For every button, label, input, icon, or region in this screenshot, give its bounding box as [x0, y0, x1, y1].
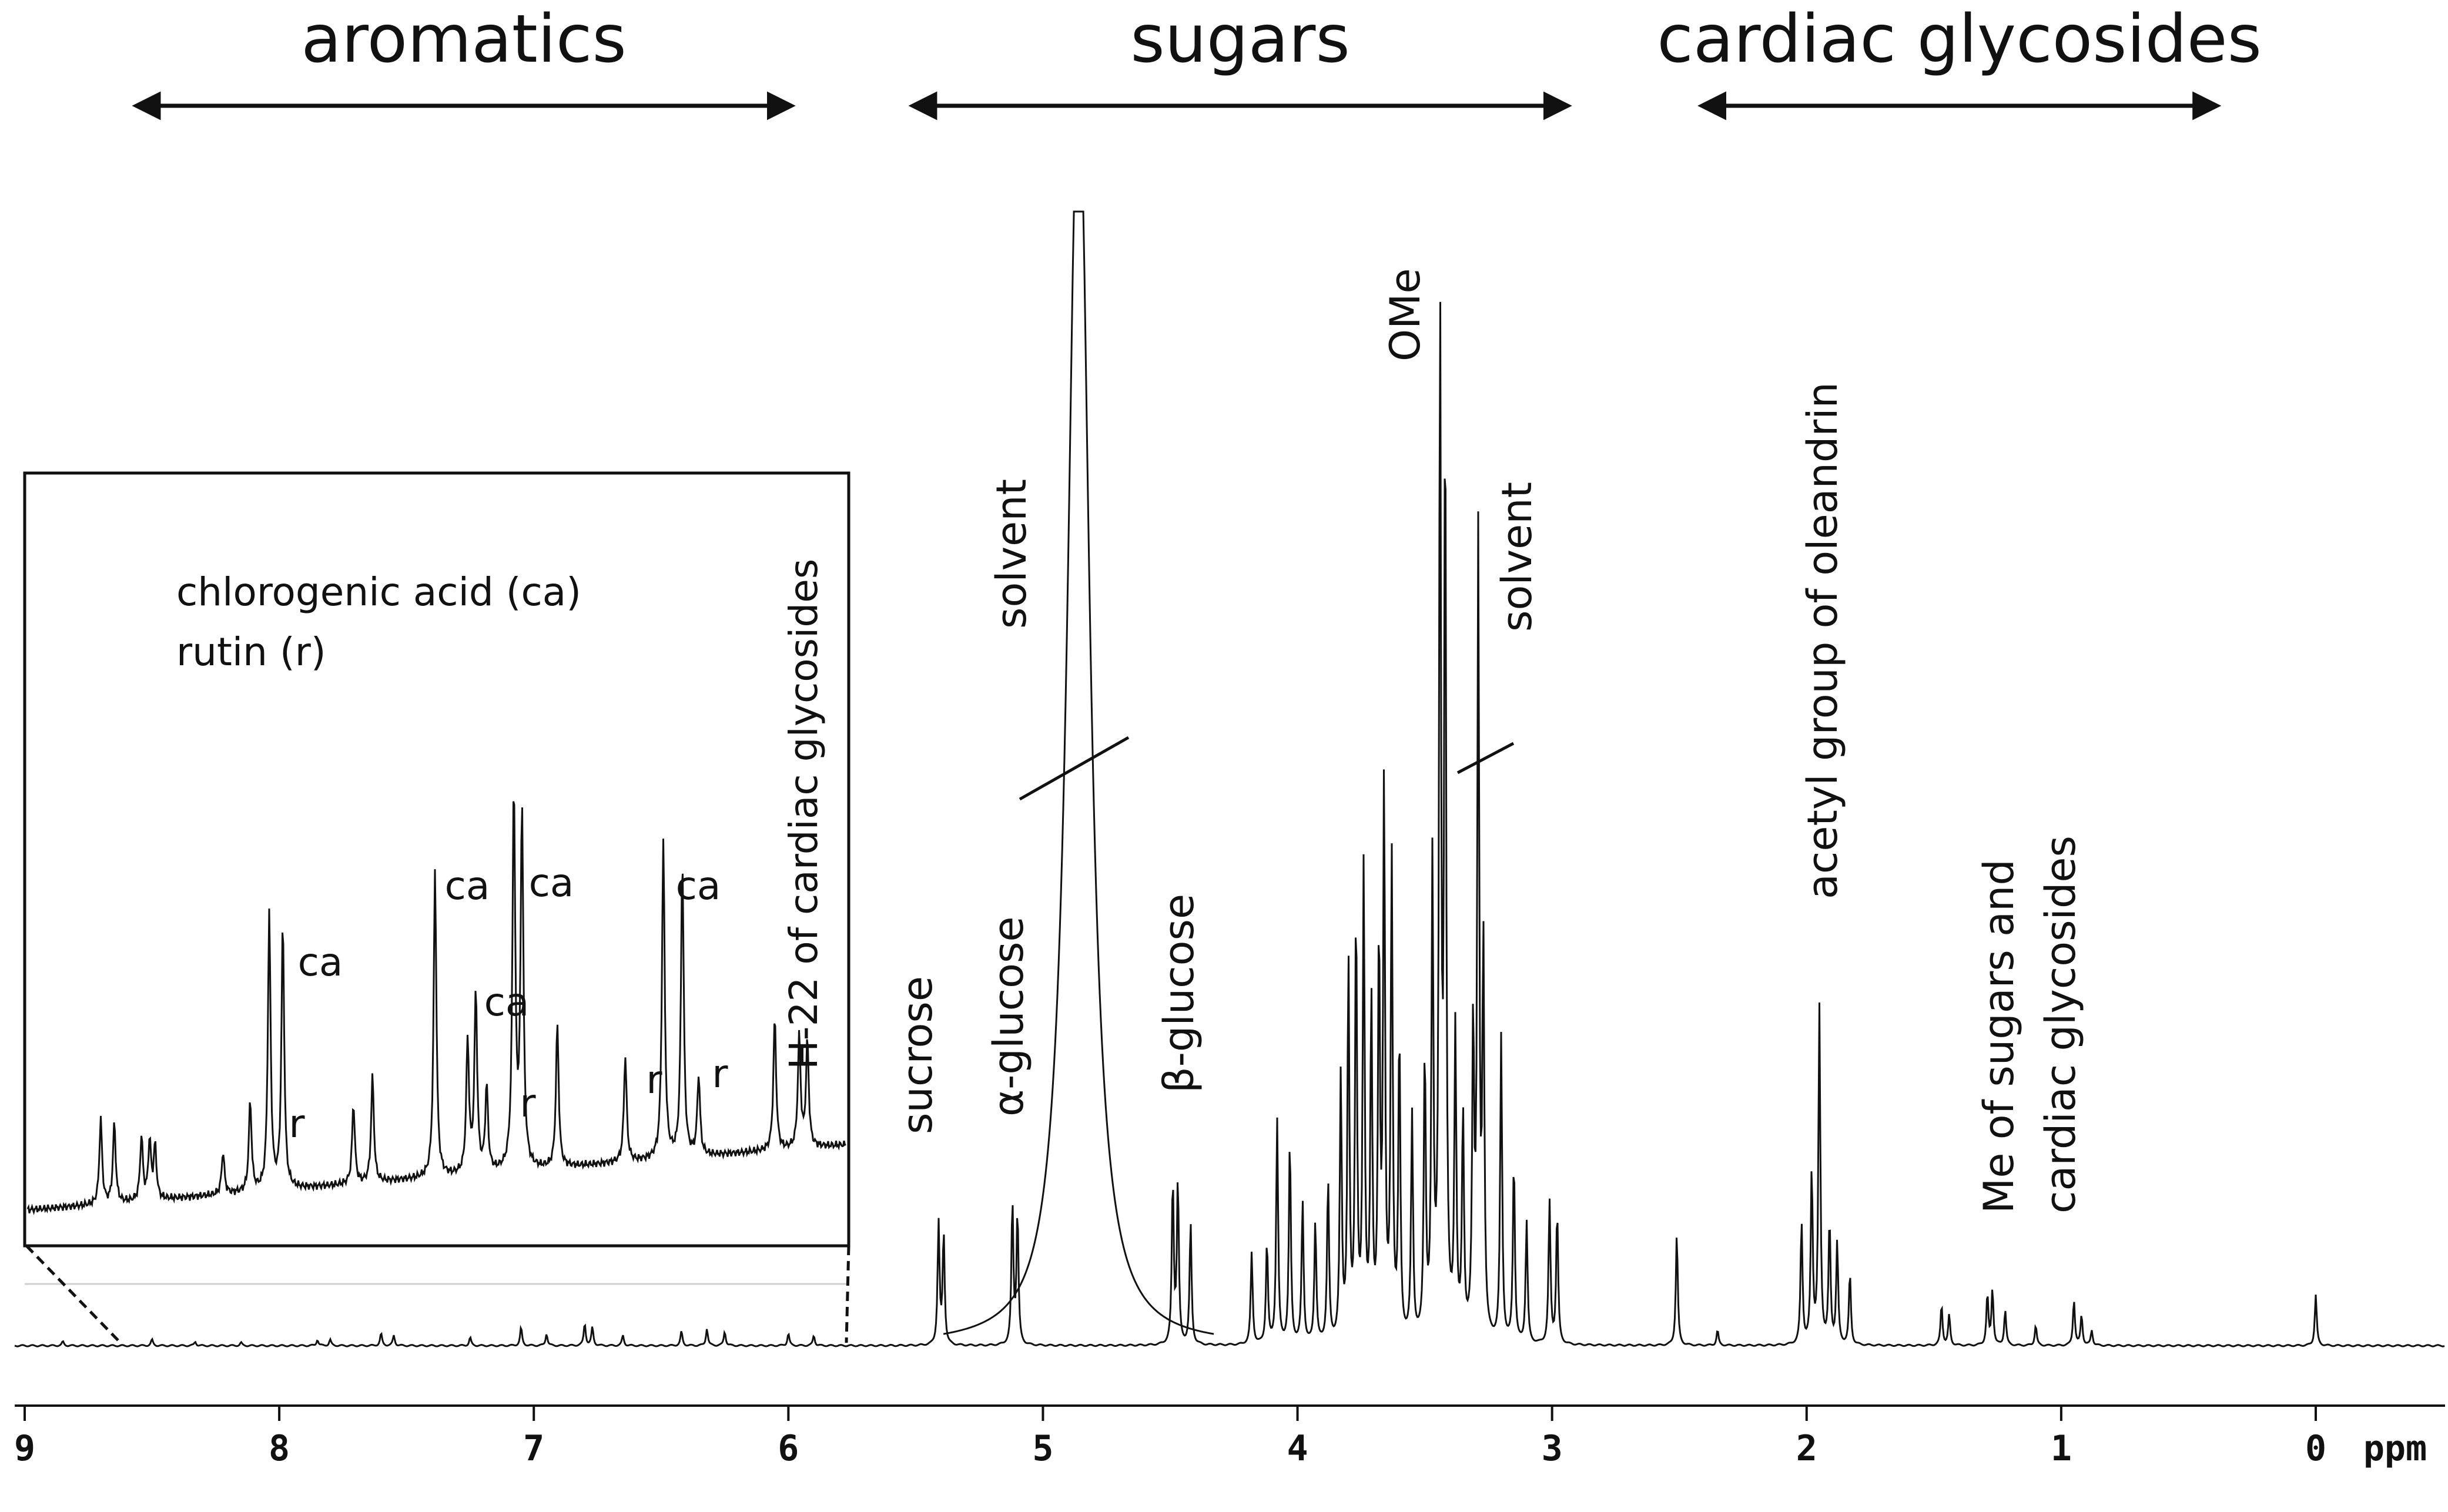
inset-peak-label: ca	[445, 863, 490, 908]
solvent-peak-trace	[943, 210, 1214, 1335]
zoom-connector-left	[25, 1245, 122, 1344]
x-tick-label: 8	[269, 1428, 290, 1469]
peak-annotation: β-glucose	[1155, 894, 1203, 1093]
inset-peak-label: r	[646, 1057, 662, 1102]
break-mark-1	[1019, 736, 1130, 801]
inset-peak-label: r	[712, 1051, 728, 1097]
x-tick-label: 9	[14, 1428, 35, 1469]
peak-annotation: cardiac glycosides	[2037, 836, 2085, 1213]
spectrum-trace	[14, 301, 2445, 1347]
x-tick-label: 1	[2051, 1428, 2072, 1469]
inset-peak-label: r	[289, 1101, 305, 1146]
inset-peak-label: ca	[298, 940, 343, 985]
peak-annotations: sucrose α-glucose solvent β-glucose OMe solve…	[893, 268, 2085, 1213]
x-tick-label: 7	[523, 1428, 544, 1469]
inset-peak-label: ca	[676, 863, 721, 908]
x-tick-label: 4	[1287, 1428, 1308, 1469]
inset-vertical-label: H-22 of cardiac glycosides	[781, 559, 826, 1070]
x-tick-label: 2	[1796, 1428, 1817, 1469]
peak-annotation: solvent	[987, 479, 1036, 629]
inset-legend-ca: chlorogenic acid (ca)	[176, 569, 581, 615]
x-tick-label: 5	[1032, 1428, 1053, 1469]
peak-annotation: acetyl group of oleandrin	[1799, 382, 1847, 899]
peak-annotation: OMe	[1381, 268, 1429, 361]
x-axis-unit: ppm	[2363, 1428, 2427, 1469]
inset-peak-label: ca	[529, 860, 574, 906]
inset-peak-label: r	[520, 1081, 536, 1126]
peak-annotation: α-glucose	[984, 917, 1033, 1117]
peak-annotation: sucrose	[893, 976, 942, 1134]
x-tick-label: 3	[1542, 1428, 1563, 1469]
region-arrows: aromatics sugars cardiac glycosides	[132, 1, 2262, 120]
inset-frame	[23, 471, 850, 1248]
region-label: aromatics	[301, 1, 626, 78]
x-tick-label: 0	[2305, 1428, 2326, 1469]
inset-legend-rutin: rutin (r)	[176, 629, 326, 675]
x-tick-label: 6	[778, 1428, 799, 1469]
region-label: sugars	[1130, 1, 1349, 78]
peak-annotation: Me of sugars and	[1975, 859, 2023, 1213]
region-label: cardiac glycosides	[1657, 1, 2262, 78]
inset-trace	[26, 801, 846, 1215]
break-mark-2	[1456, 742, 1515, 775]
peak-annotation: solvent	[1493, 482, 1541, 632]
zoom-connector-right	[845, 1245, 850, 1343]
inset-peak-label: ca	[484, 980, 530, 1025]
inset-panel: chlorogenic acid (ca) rutin (r) H-22 of …	[23, 471, 850, 1285]
x-ticks: 9 8 7 6 5 4 3 2 1 0 ppm	[14, 1406, 2427, 1469]
